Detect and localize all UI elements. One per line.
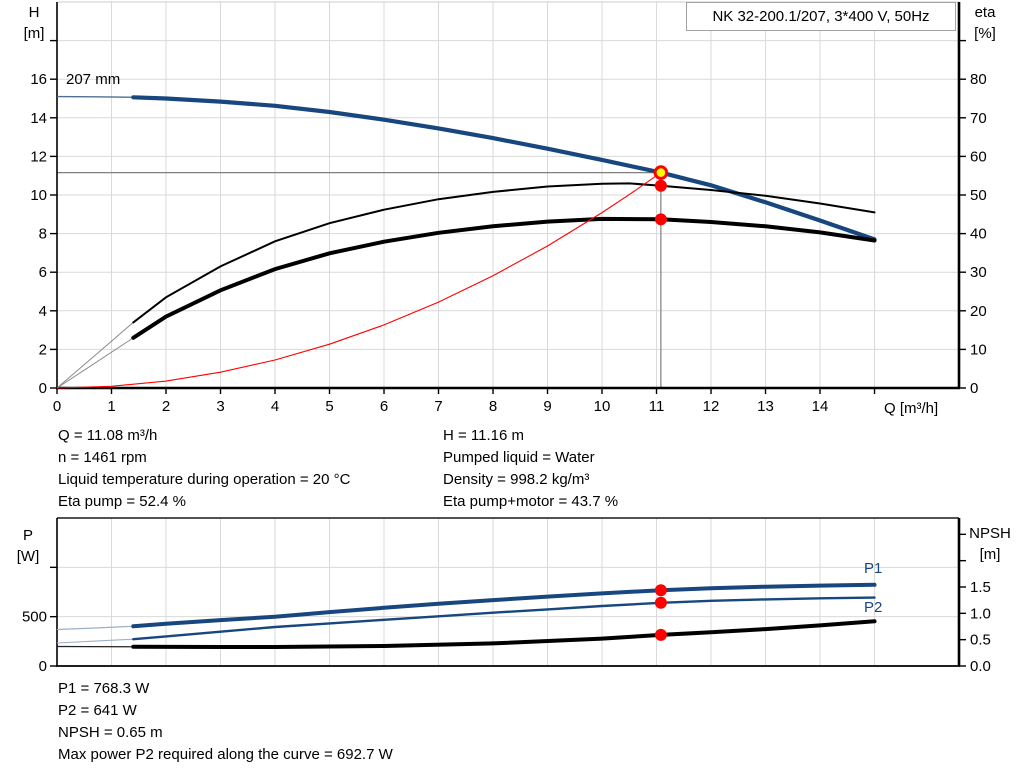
x-axis-tick-label: 3 xyxy=(216,398,224,415)
h-axis-label: H [m] xyxy=(16,2,52,44)
eta-axis-label: eta [%] xyxy=(964,2,1006,44)
eta-pump-curve xyxy=(132,182,876,324)
x-axis-tick-label: 8 xyxy=(489,398,497,415)
p1-curve xyxy=(131,582,877,629)
stat-p1: P1 = 768.3 W xyxy=(58,680,150,697)
stat-max-p2: Max power P2 required along the curve = … xyxy=(58,746,393,763)
x-axis-tick-label: 6 xyxy=(380,398,388,415)
right-axis-tick-label: 0.0 xyxy=(970,658,991,675)
eta-pump-motor-curve xyxy=(131,216,877,340)
left-axis-tick-label: 8 xyxy=(39,226,47,243)
curve-point-marker xyxy=(654,628,667,641)
left-axis-tick-label: 2 xyxy=(39,341,47,358)
x-axis-tick-label: 14 xyxy=(812,398,829,415)
stat-head: H = 11.16 m xyxy=(443,427,525,444)
head-curve-207mm xyxy=(131,95,877,242)
eta-axis-label-unit: [%] xyxy=(974,25,996,42)
p1-curve-lead xyxy=(56,625,134,631)
p2-curve xyxy=(132,596,876,641)
curve-point-marker xyxy=(654,179,667,192)
p2-curve-lead xyxy=(56,638,134,644)
left-axis-tick-label: 14 xyxy=(30,110,47,127)
left-axis-tick-label: 16 xyxy=(30,71,47,88)
npsh-axis-label-unit: [m] xyxy=(979,546,1001,563)
stat-p2: P2 = 641 W xyxy=(58,702,137,719)
x-axis-tick-label: 9 xyxy=(543,398,551,415)
left-axis-tick-label: 10 xyxy=(30,187,47,204)
curve-point-marker xyxy=(654,584,667,597)
q-axis-label: Q [m³/h] xyxy=(884,400,939,417)
x-axis-tick-label: 11 xyxy=(649,398,665,415)
right-axis-tick-label: 1.0 xyxy=(970,605,991,622)
right-axis-tick-label: 60 xyxy=(970,148,987,165)
x-axis-tick-label: 7 xyxy=(434,398,442,415)
x-axis-tick-label: 0 xyxy=(53,398,61,415)
x-axis-tick-label: 13 xyxy=(757,398,774,415)
right-axis-tick-label: 80 xyxy=(970,71,987,88)
stat-npsh: NPSH = 0.65 m xyxy=(58,724,163,741)
h-axis-label-symbol: H xyxy=(28,4,40,21)
right-axis-tick-label: 40 xyxy=(970,226,987,243)
right-axis-tick-label: 0.5 xyxy=(970,632,991,649)
stat-pumped-liquid: Pumped liquid = Water xyxy=(443,449,595,466)
right-axis-tick-label: 30 xyxy=(970,264,987,281)
chart-title-box: NK 32-200.1/207, 3*400 V, 50Hz xyxy=(686,2,956,31)
right-axis-tick-label: 1.5 xyxy=(970,579,991,596)
left-axis-tick-label: 500 xyxy=(22,609,47,626)
operating-stats-left: Q = 11.08 m³/h n = 1461 rpm Liquid tempe… xyxy=(58,425,350,513)
x-axis-tick-label: 4 xyxy=(271,398,279,415)
left-axis-tick-label: 0 xyxy=(39,658,47,675)
left-axis-tick-label: 4 xyxy=(39,303,47,320)
p1-curve-label: P1 xyxy=(864,560,883,577)
curve-point-marker xyxy=(654,596,667,609)
right-axis-tick-label: 20 xyxy=(970,303,987,320)
left-axis-tick-label: 12 xyxy=(30,148,47,165)
x-axis-tick-label: 5 xyxy=(325,398,333,415)
right-axis-tick-label: 50 xyxy=(970,187,987,204)
system-curve xyxy=(56,172,662,389)
left-axis-tick-label: 6 xyxy=(39,264,47,281)
power-stats: P1 = 768.3 W P2 = 641 W NPSH = 0.65 m Ma… xyxy=(58,678,393,766)
right-axis-tick-label: 10 xyxy=(970,341,987,358)
x-axis-tick-label: 12 xyxy=(703,398,720,415)
head-curve-207mm-lead xyxy=(56,95,134,98)
stat-eta-pump: Eta pump = 52.4 % xyxy=(58,493,186,510)
x-axis-tick-label: 1 xyxy=(107,398,115,415)
eta-axis-label-symbol: eta xyxy=(974,4,996,21)
curve-point-marker xyxy=(654,213,667,226)
stat-speed: n = 1461 rpm xyxy=(58,449,147,466)
npsh-axis-label-symbol: NPSH xyxy=(969,525,1011,542)
eta-pump-curve-lead xyxy=(56,322,134,389)
h-axis-label-unit: [m] xyxy=(23,25,45,42)
eta-pump-motor-curve-lead xyxy=(56,337,134,389)
chart-title: NK 32-200.1/207, 3*400 V, 50Hz xyxy=(712,8,930,25)
p-axis-label-unit: [W] xyxy=(16,548,40,565)
x-axis-tick-label: 2 xyxy=(162,398,170,415)
impeller-diameter-label: 207 mm xyxy=(66,71,121,88)
duty-point-marker xyxy=(653,165,669,180)
right-axis-tick-label: 70 xyxy=(970,110,987,127)
right-axis-tick-label: 0 xyxy=(970,380,978,397)
p-axis-label-symbol: P xyxy=(22,527,33,544)
stat-eta-pump-motor: Eta pump+motor = 43.7 % xyxy=(443,493,619,510)
stat-flow: Q = 11.08 m³/h xyxy=(58,427,158,444)
left-axis-tick-label: 0 xyxy=(39,380,47,397)
npsh-curve xyxy=(131,619,877,649)
stat-liquid-temperature: Liquid temperature during operation = 20… xyxy=(58,471,351,488)
p2-curve-label: P2 xyxy=(864,599,883,616)
operating-stats-right: H = 11.16 m Pumped liquid = Water Densit… xyxy=(443,425,618,513)
npsh-axis-label: NPSH [m] xyxy=(963,523,1017,565)
x-axis-tick-label: 10 xyxy=(594,398,611,415)
stat-density: Density = 998.2 kg/m³ xyxy=(443,471,590,488)
p-axis-label: P [W] xyxy=(8,525,48,567)
